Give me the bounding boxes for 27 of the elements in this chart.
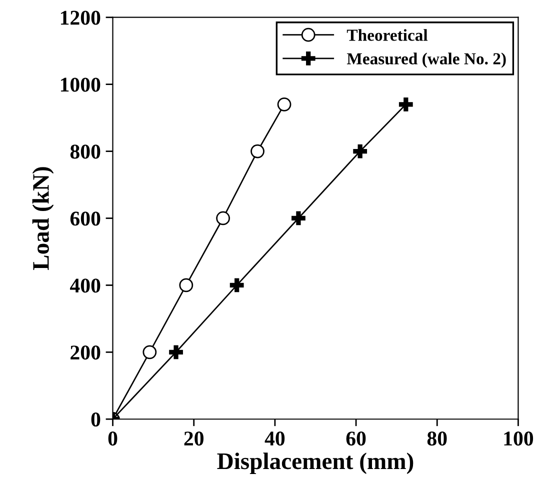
x-tick-label: 20: [184, 432, 204, 446]
legend-label: Theoretical: [346, 29, 428, 41]
point: [277, 97, 292, 112]
x-tick-label: 40: [264, 432, 285, 446]
y-tick-label: 400: [70, 278, 100, 293]
point: [230, 278, 244, 292]
y-tick-label: 1200: [60, 10, 100, 25]
x-tick-label: 60: [346, 432, 366, 446]
point: [398, 97, 413, 112]
x-tick-label: 80: [427, 432, 447, 446]
y-tick-label: 0: [91, 412, 100, 427]
point: [292, 211, 306, 226]
point: [142, 345, 157, 360]
point: [179, 278, 194, 292]
y-tick-label: 200: [70, 346, 100, 360]
point: [169, 345, 183, 360]
point: [250, 144, 264, 158]
point: [353, 144, 368, 158]
y-tick-label: 1000: [60, 78, 100, 92]
y-axis-title: Load (kN): [32, 167, 54, 270]
y-tick-label: 600: [70, 212, 100, 226]
legend-label: Measured (wale No. 2): [346, 52, 506, 68]
x-axis-title: Displacement (mm): [217, 452, 414, 474]
x-tick-label: 100: [504, 432, 534, 446]
x-tick-label: 0: [108, 432, 118, 446]
point: [216, 211, 230, 226]
y-tick-label: 800: [70, 144, 100, 159]
